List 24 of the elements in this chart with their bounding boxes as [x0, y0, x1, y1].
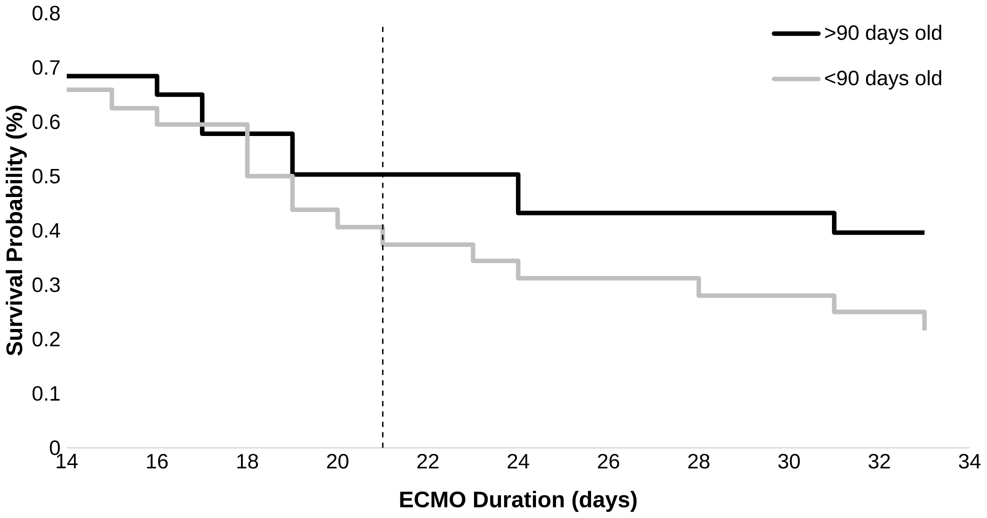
- x-tick-label: 28: [688, 454, 710, 469]
- y-tick-label: 0.4: [32, 223, 60, 238]
- y-axis-title: Survival Probability (%): [6, 106, 27, 356]
- y-tick-label: 0.3: [32, 278, 60, 292]
- x-tick-label: 26: [598, 454, 620, 469]
- x-axis-title: ECMO Duration (days): [400, 491, 637, 512]
- x-tick-label: 30: [778, 454, 800, 469]
- y-tick-label: 0.5: [32, 168, 60, 184]
- x-tick-label: 20: [327, 454, 348, 469]
- x-tick-label: 18: [237, 454, 258, 469]
- x-tick-label: 34: [958, 454, 981, 469]
- legend-label: <90 days old: [825, 70, 942, 90]
- y-tick-label: 0.6: [32, 114, 60, 130]
- y-tick-label: 0.2: [32, 332, 60, 347]
- x-tick-label: 22: [417, 454, 438, 469]
- y-tick-label: 0.7: [32, 60, 60, 75]
- y-tick-label: 0.8: [32, 6, 60, 21]
- x-tick-label: 32: [868, 454, 890, 469]
- x-tick-label: 24: [508, 454, 530, 469]
- x-tick-label: 14: [56, 454, 78, 468]
- y-tick-label: 0.1: [32, 386, 60, 401]
- x-tick-label: 16: [147, 454, 168, 469]
- legend-label: >90 days old: [825, 24, 942, 44]
- y-tick-label: 0: [50, 440, 60, 456]
